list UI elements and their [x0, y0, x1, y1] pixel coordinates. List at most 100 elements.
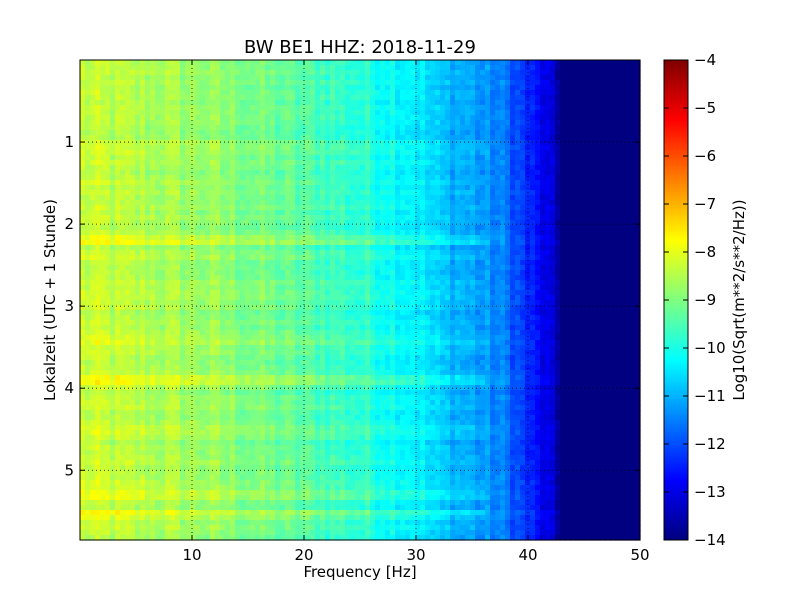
heatmap-cell — [80, 195, 86, 201]
heatmap-cell — [580, 140, 586, 146]
heatmap-cell — [200, 215, 206, 221]
heatmap-cell — [230, 65, 236, 71]
heatmap-cell — [295, 120, 301, 126]
heatmap-cell — [195, 220, 201, 226]
heatmap-cell — [520, 65, 526, 71]
heatmap-cell — [600, 120, 606, 126]
heatmap-cell — [360, 125, 366, 131]
heatmap-cell — [125, 280, 131, 286]
heatmap-cell — [145, 125, 151, 131]
heatmap-cell — [250, 95, 256, 101]
heatmap-cell — [180, 260, 186, 266]
heatmap-cell — [490, 140, 496, 146]
heatmap-cell — [95, 60, 101, 66]
heatmap-cell — [605, 135, 611, 141]
heatmap-cell — [230, 130, 236, 136]
heatmap-cell — [430, 135, 436, 141]
heatmap-cell — [260, 60, 266, 66]
heatmap-cell — [285, 195, 291, 201]
heatmap-cell — [300, 270, 306, 276]
heatmap-cell — [365, 185, 371, 191]
heatmap-cell — [140, 95, 146, 101]
heatmap-cell — [440, 60, 446, 66]
heatmap-cell — [480, 210, 486, 216]
heatmap-cell — [390, 105, 396, 111]
heatmap-cell — [350, 120, 356, 126]
heatmap-cell — [125, 175, 131, 181]
heatmap-cell — [365, 265, 371, 271]
heatmap-cell — [145, 155, 151, 161]
heatmap-cell — [440, 90, 446, 96]
heatmap-cell — [400, 275, 406, 281]
heatmap-cell — [425, 210, 431, 216]
heatmap-cell — [495, 250, 501, 256]
heatmap-cell — [550, 150, 556, 156]
heatmap-cell — [310, 140, 316, 146]
heatmap-cell — [230, 190, 236, 196]
heatmap-cell — [495, 80, 501, 86]
heatmap-cell — [265, 130, 271, 136]
heatmap-cell — [210, 165, 216, 171]
heatmap-cell — [410, 230, 416, 236]
heatmap-cell — [395, 75, 401, 81]
heatmap-cell — [595, 90, 601, 96]
heatmap-cell — [470, 170, 476, 176]
heatmap-cell — [525, 100, 531, 106]
heatmap-cell — [500, 265, 506, 271]
heatmap-cell — [545, 230, 551, 236]
heatmap-cell — [400, 215, 406, 221]
heatmap-cell — [465, 110, 471, 116]
heatmap-cell — [230, 270, 236, 276]
heatmap-cell — [570, 90, 576, 96]
heatmap-cell — [490, 145, 496, 151]
heatmap-cell — [205, 220, 211, 226]
heatmap-cell — [330, 80, 336, 86]
heatmap-cell — [445, 90, 451, 96]
heatmap-cell — [335, 270, 341, 276]
heatmap-cell — [325, 125, 331, 131]
heatmap-cell — [620, 145, 626, 151]
heatmap-cell — [135, 135, 141, 141]
heatmap-cell — [265, 80, 271, 86]
heatmap-cell — [525, 75, 531, 81]
heatmap-cell — [220, 175, 226, 181]
heatmap-cell — [550, 230, 556, 236]
heatmap-cell — [400, 85, 406, 91]
heatmap-cell — [120, 240, 126, 246]
heatmap-cell — [570, 185, 576, 191]
heatmap-cell — [255, 100, 261, 106]
heatmap-cell — [480, 205, 486, 211]
heatmap-cell — [265, 85, 271, 91]
heatmap-cell — [350, 175, 356, 181]
heatmap-cell — [485, 220, 491, 226]
heatmap-cell — [335, 85, 341, 91]
heatmap-cell — [375, 280, 381, 286]
heatmap-cell — [220, 165, 226, 171]
heatmap-cell — [515, 95, 521, 101]
heatmap-cell — [215, 230, 221, 236]
heatmap-cell — [125, 160, 131, 166]
heatmap-cell — [440, 120, 446, 126]
heatmap-cell — [145, 85, 151, 91]
heatmap-cell — [315, 95, 321, 101]
heatmap-cell — [195, 205, 201, 211]
heatmap-cell — [225, 265, 231, 271]
heatmap-cell — [500, 160, 506, 166]
heatmap-cell — [610, 240, 616, 246]
heatmap-cell — [185, 195, 191, 201]
heatmap-cell — [450, 185, 456, 191]
heatmap-cell — [560, 75, 566, 81]
heatmap-cell — [470, 245, 476, 251]
heatmap-cell — [170, 230, 176, 236]
heatmap-cell — [600, 240, 606, 246]
heatmap-cell — [415, 70, 421, 76]
heatmap-cell — [130, 195, 136, 201]
heatmap-cell — [165, 210, 171, 216]
heatmap-cell — [150, 140, 156, 146]
heatmap-cell — [490, 170, 496, 176]
heatmap-cell — [280, 140, 286, 146]
heatmap-cell — [545, 170, 551, 176]
heatmap-cell — [450, 235, 456, 241]
heatmap-cell — [180, 135, 186, 141]
heatmap-cell — [150, 145, 156, 151]
